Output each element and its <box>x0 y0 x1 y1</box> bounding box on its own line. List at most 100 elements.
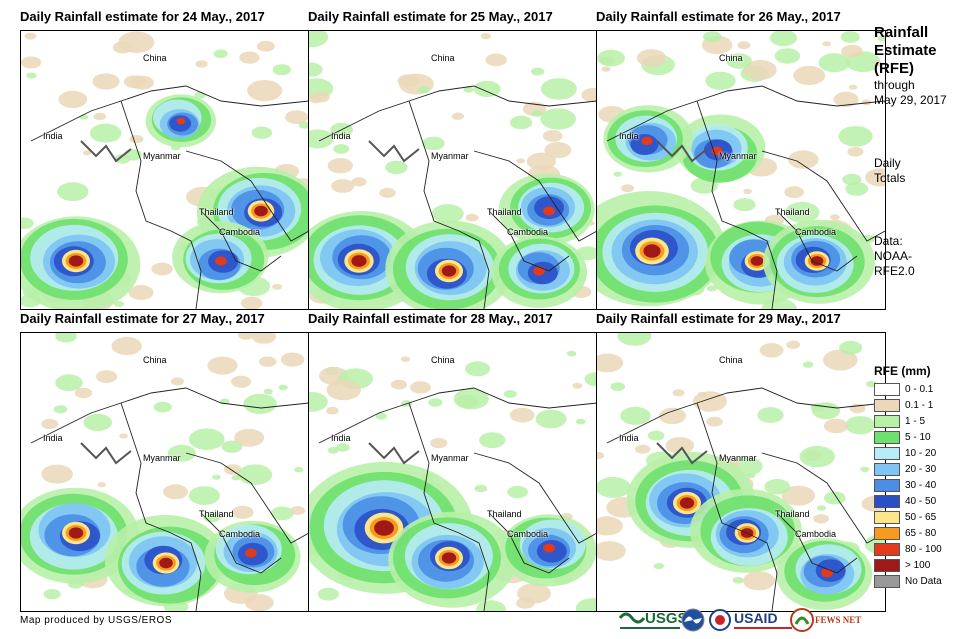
side-info: Rainfall Estimate (RFE) through May 29, … <box>874 24 966 279</box>
legend-item: 0.1 - 1 <box>874 397 966 413</box>
legend-label: 30 - 40 <box>905 479 937 491</box>
place-label-myanmar: Myanmar <box>143 453 181 463</box>
through-line1: through <box>874 78 915 92</box>
legend-label: 1 - 5 <box>905 415 926 427</box>
daily-line2: Totals <box>874 171 906 185</box>
place-label-thailand: Thailand <box>775 509 810 519</box>
rainfall-map-panel: Daily Rainfall estimate for 26 May., 201… <box>596 6 886 310</box>
rainfall-map: China India Myanmar Thailand Cambodia <box>596 332 886 612</box>
place-label-china: China <box>431 53 455 63</box>
place-label-china: China <box>719 53 743 63</box>
legend-item: 20 - 30 <box>874 461 966 477</box>
legend-label: 65 - 80 <box>905 527 937 539</box>
agency-logos: USGS USAID FEWS NET <box>618 606 866 634</box>
legend-label: 10 - 20 <box>905 447 937 459</box>
legend-label: 0 - 0.1 <box>905 383 934 395</box>
rainfall-map-panel: Daily Rainfall estimate for 27 May., 201… <box>20 308 310 612</box>
legend-item: 50 - 65 <box>874 509 966 525</box>
place-label-cambodia: Cambodia <box>219 227 261 237</box>
legend-label: 40 - 50 <box>905 495 937 507</box>
legend-item: 30 - 40 <box>874 477 966 493</box>
legend-swatch <box>874 574 900 588</box>
legend-label: 20 - 30 <box>905 463 937 475</box>
place-label-thailand: Thailand <box>487 509 522 519</box>
legend-swatch <box>874 398 900 412</box>
place-label-myanmar: Myanmar <box>719 453 757 463</box>
legend-swatch <box>874 382 900 396</box>
place-label-india: India <box>619 131 639 141</box>
daily-line1: Daily <box>874 156 901 170</box>
legend-label: 50 - 65 <box>905 511 937 523</box>
legend-swatch <box>874 542 900 556</box>
place-label-india: India <box>43 433 63 443</box>
place-label-china: China <box>719 355 743 365</box>
rainfall-map: China India Myanmar Thailand Cambodia <box>20 30 310 310</box>
through-date: May 29, 2017 <box>874 93 947 107</box>
place-label-india: India <box>619 433 639 443</box>
legend-item: 40 - 50 <box>874 493 966 509</box>
place-label-india: India <box>331 433 351 443</box>
place-label-thailand: Thailand <box>199 509 234 519</box>
fews-net-logo-text: FEWS NET <box>815 615 861 625</box>
place-label-cambodia: Cambodia <box>507 227 549 237</box>
legend-item: No Data <box>874 573 966 589</box>
panel-title: Daily Rainfall estimate for 25 May., 201… <box>308 9 553 24</box>
source-line3: RFE2.0 <box>874 264 915 278</box>
place-label-cambodia: Cambodia <box>795 227 837 237</box>
rainfall-map-panel: Daily Rainfall estimate for 29 May., 201… <box>596 308 886 612</box>
legend-swatch <box>874 414 900 428</box>
rfe-title-line3: (RFE) <box>874 60 914 77</box>
place-label-china: China <box>143 53 167 63</box>
legend-swatch <box>874 526 900 540</box>
place-label-myanmar: Myanmar <box>431 453 469 463</box>
usaid-logo: USAID <box>734 610 792 629</box>
place-label-india: India <box>331 131 351 141</box>
rainfall-map: China India Myanmar Thailand Cambodia <box>308 332 598 612</box>
rfe-title-line1: Rainfall <box>874 24 929 41</box>
panel-title: Daily Rainfall estimate for 27 May., 201… <box>20 311 265 326</box>
noaa-logo <box>681 608 705 632</box>
fews-net-logo: FEWS NET <box>790 608 861 632</box>
legend-item: 10 - 20 <box>874 445 966 461</box>
legend-item: 65 - 80 <box>874 525 966 541</box>
legend-label: 0.1 - 1 <box>905 399 934 411</box>
place-label-india: India <box>43 131 63 141</box>
legend-item: 0 - 0.1 <box>874 381 966 397</box>
rainfall-map-panel: Daily Rainfall estimate for 28 May., 201… <box>308 308 598 612</box>
legend-swatch <box>874 446 900 460</box>
place-label-cambodia: Cambodia <box>219 529 261 539</box>
legend-item: 1 - 5 <box>874 413 966 429</box>
rainfall-map: China India Myanmar Thailand Cambodia <box>596 30 886 310</box>
legend-swatch <box>874 510 900 524</box>
legend-swatch <box>874 558 900 572</box>
rfe-legend: RFE (mm) 0 - 0.1 0.1 - 1 1 - 5 5 - 10 10 - 2… <box>874 364 966 589</box>
legend-swatch <box>874 430 900 444</box>
place-label-china: China <box>431 355 455 365</box>
legend-label: No Data <box>905 575 942 587</box>
legend-title: RFE (mm) <box>874 364 931 378</box>
legend-label: 5 - 10 <box>905 431 931 443</box>
panel-title: Daily Rainfall estimate for 26 May., 201… <box>596 9 841 24</box>
usaid-logo-text: USAID <box>734 610 778 626</box>
place-label-china: China <box>143 355 167 365</box>
place-label-myanmar: Myanmar <box>143 151 181 161</box>
place-label-myanmar: Myanmar <box>719 151 757 161</box>
place-label-thailand: Thailand <box>487 207 522 217</box>
place-label-cambodia: Cambodia <box>507 529 549 539</box>
place-label-myanmar: Myanmar <box>431 151 469 161</box>
legend-label: 80 - 100 <box>905 543 942 555</box>
usgs-logo-text: USGS <box>645 610 688 627</box>
place-label-thailand: Thailand <box>775 207 810 217</box>
legend-item: 5 - 10 <box>874 429 966 445</box>
place-label-thailand: Thailand <box>199 207 234 217</box>
legend-swatch <box>874 494 900 508</box>
rainfall-map: China India Myanmar Thailand Cambodia <box>308 30 598 310</box>
source-line2: NOAA- <box>874 249 913 263</box>
panel-title: Daily Rainfall estimate for 29 May., 201… <box>596 311 841 326</box>
legend-item: 80 - 100 <box>874 541 966 557</box>
legend-swatch <box>874 462 900 476</box>
source-line1: Data: <box>874 234 903 248</box>
usaid-seal <box>709 609 731 631</box>
legend-item: > 100 <box>874 557 966 573</box>
rainfall-map-panel: Daily Rainfall estimate for 25 May., 201… <box>308 6 598 310</box>
